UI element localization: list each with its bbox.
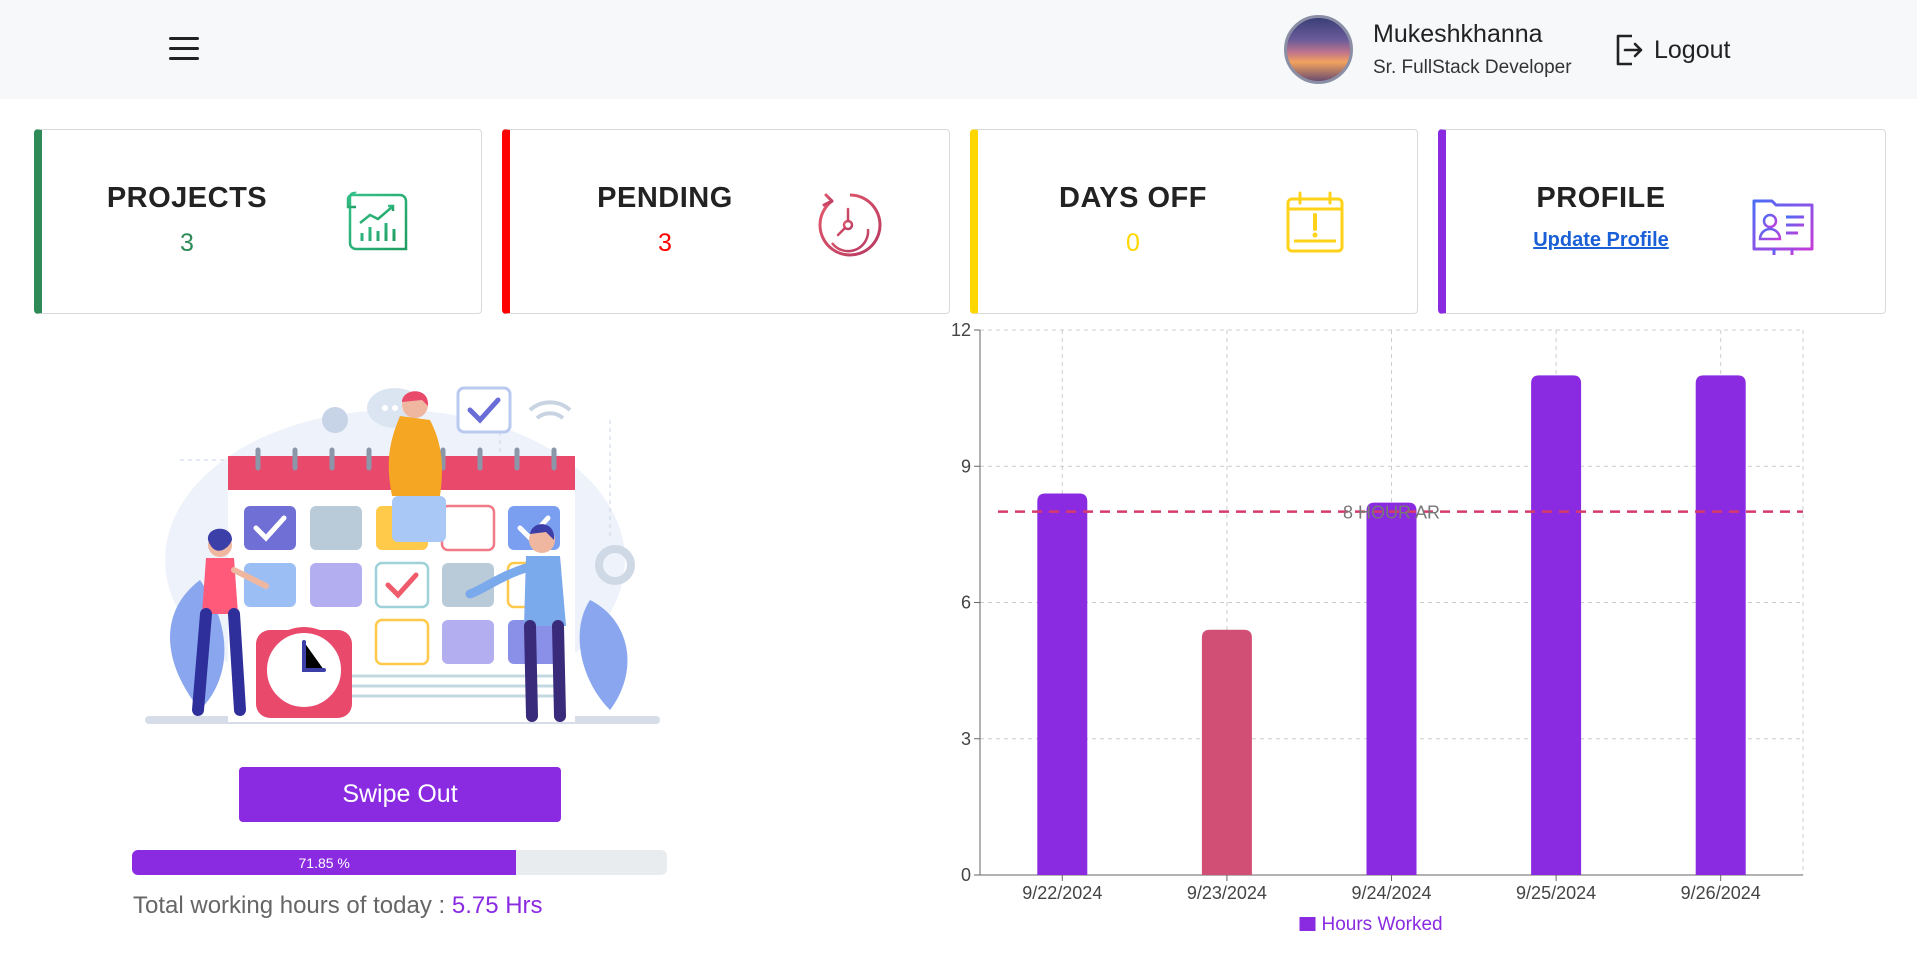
- calendar-illustration: [145, 386, 660, 724]
- bar-9/25/2024: [1531, 375, 1582, 875]
- progress-bar: 71.85 %: [132, 850, 667, 875]
- bar-9/26/2024: [1695, 375, 1746, 875]
- hamburger-icon[interactable]: [166, 33, 204, 65]
- bar-9/22/2024: [1037, 493, 1088, 875]
- days-off-card[interactable]: DAYS OFF 0: [970, 129, 1418, 314]
- calendar-alert-icon: [1286, 191, 1344, 253]
- timer-icon: [818, 193, 882, 257]
- y-tick-label: 3: [961, 729, 971, 749]
- y-tick-label: 12: [951, 320, 971, 340]
- bar-9/23/2024: [1201, 629, 1252, 875]
- x-tick-label: 9/23/2024: [1187, 883, 1267, 903]
- y-tick-label: 6: [961, 593, 971, 613]
- card-value: 3: [658, 229, 672, 257]
- card-title: DAYS OFF: [1059, 182, 1207, 214]
- hours-worked-chart: 0 3 6 9 12 9/22/2024 9/23/2024 9/24/2024 9/25/20…: [951, 320, 1804, 935]
- x-tick-label: 9/25/2024: [1516, 883, 1596, 903]
- legend-label: Hours Worked: [1322, 914, 1443, 935]
- logout-button[interactable]: Logout: [1614, 30, 1730, 70]
- chart-document-icon: [346, 191, 408, 251]
- y-tick-label: 9: [961, 456, 971, 476]
- projects-card[interactable]: PROJECTS 3: [34, 129, 482, 314]
- total-hours-value: 5.75 Hrs: [451, 892, 543, 919]
- total-working-hours: Total working hours of today : 5.75 Hrs: [133, 892, 543, 920]
- update-profile-link[interactable]: Update Profile: [1533, 229, 1669, 251]
- y-tick-label: 0: [961, 865, 971, 885]
- reference-line-label: 8 HOUR AR: [1343, 503, 1440, 523]
- card-value: 0: [1126, 229, 1140, 257]
- bar-9/24/2024: [1366, 502, 1417, 875]
- card-title: PROJECTS: [106, 182, 268, 214]
- profile-card[interactable]: PROFILE Update Profile: [1438, 129, 1886, 314]
- x-tick-label: 9/22/2024: [1022, 883, 1102, 903]
- progress-fill: 71.85 %: [132, 850, 517, 875]
- card-value: 3: [180, 229, 194, 257]
- logout-label: Logout: [1654, 35, 1731, 64]
- x-tick-label: 9/26/2024: [1681, 883, 1761, 903]
- card-title: PENDING: [597, 182, 733, 214]
- avatar[interactable]: [1284, 15, 1353, 84]
- legend-swatch: [1299, 917, 1316, 931]
- total-hours-label: Total working hours of today :: [133, 892, 452, 919]
- user-role: Sr. FullStack Developer: [1373, 57, 1572, 78]
- id-card-icon: [1752, 199, 1814, 255]
- x-tick-label: 9/24/2024: [1351, 883, 1431, 903]
- top-navbar: Mukeshkhanna Sr. FullStack Developer Log…: [0, 0, 1917, 99]
- card-title: PROFILE: [1536, 182, 1666, 214]
- user-name: Mukeshkhanna: [1373, 20, 1543, 48]
- swipe-out-button[interactable]: Swipe Out: [239, 767, 561, 822]
- logout-icon: [1616, 34, 1643, 66]
- pending-card[interactable]: PENDING 3: [502, 129, 950, 314]
